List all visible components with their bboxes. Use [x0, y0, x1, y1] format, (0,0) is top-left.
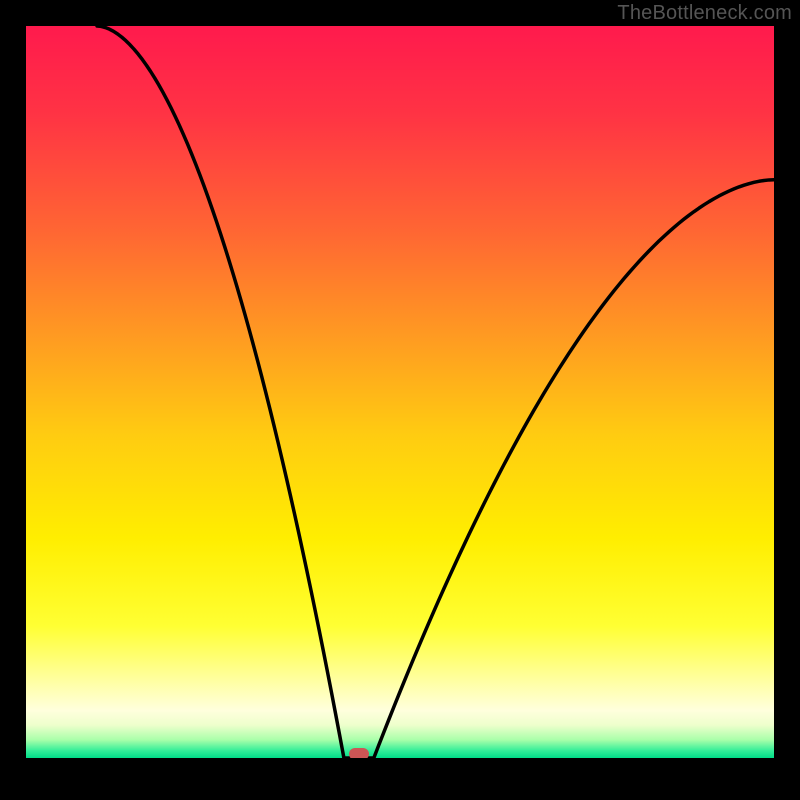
- curve-layer: [26, 26, 774, 758]
- plot-area: [26, 26, 774, 758]
- chart-frame: TheBottleneck.com: [0, 0, 800, 800]
- bottleneck-curve: [97, 26, 774, 758]
- watermark-text: TheBottleneck.com: [617, 2, 792, 25]
- optimum-marker: [349, 748, 369, 758]
